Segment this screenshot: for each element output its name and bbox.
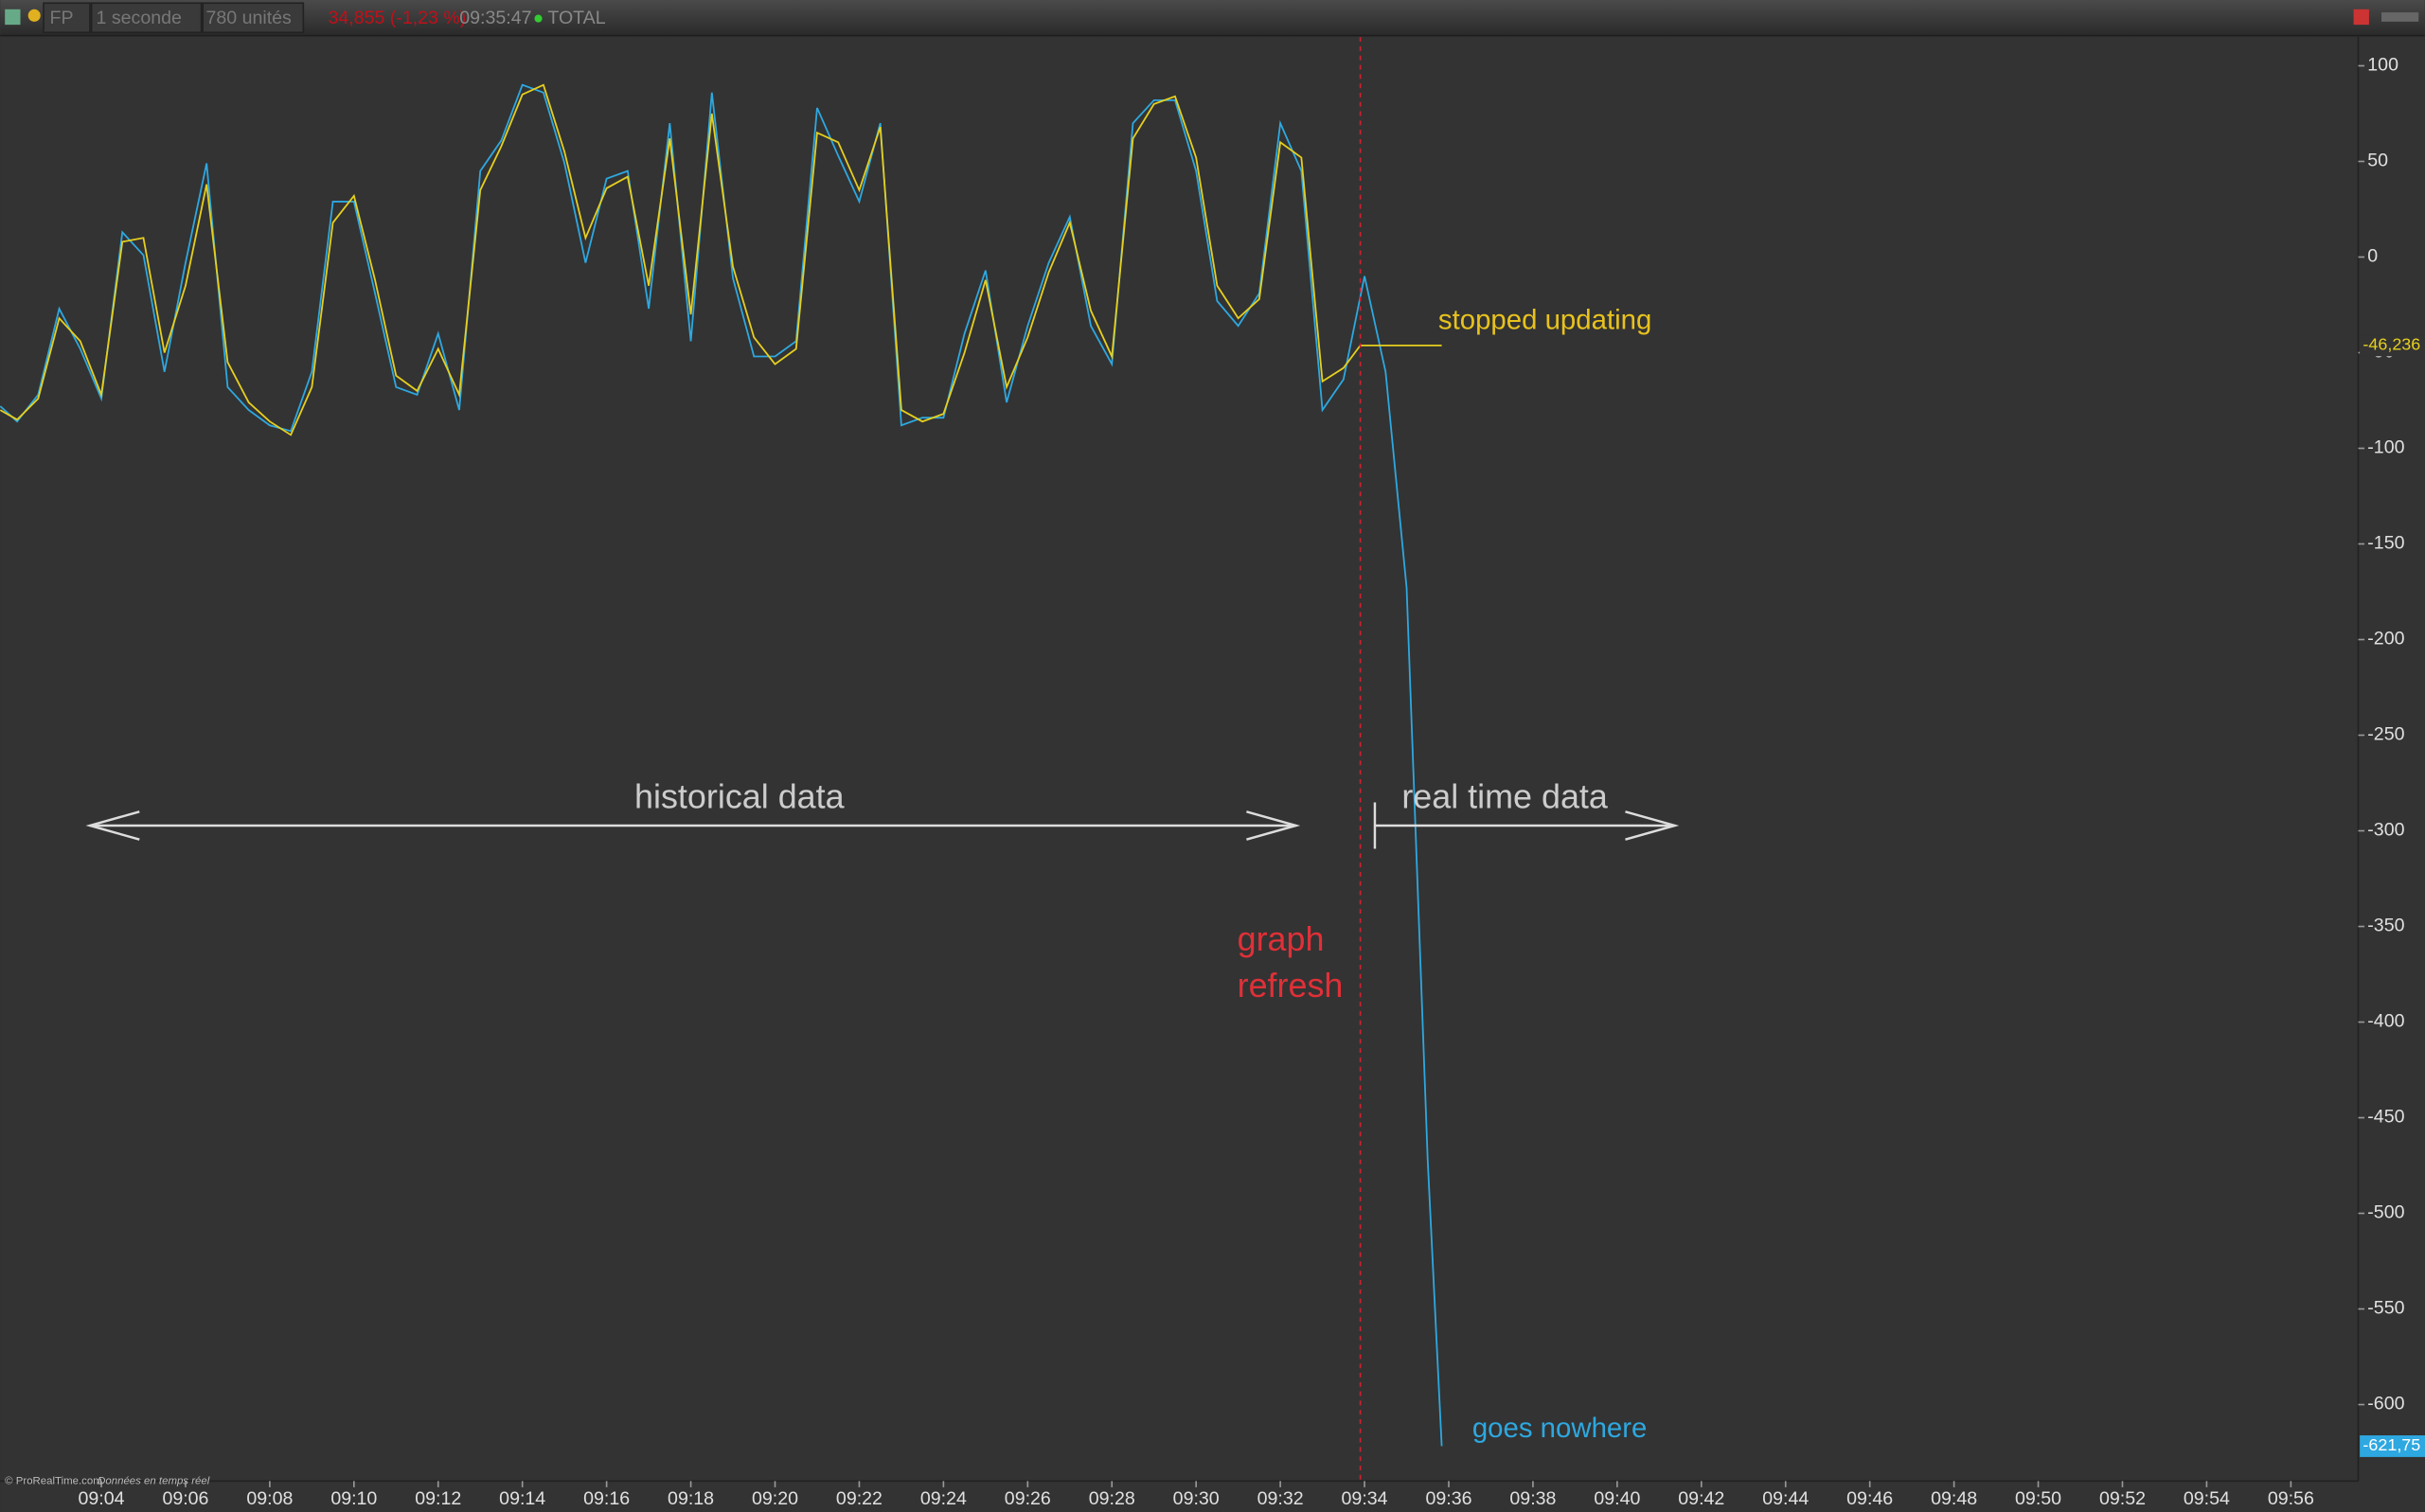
x-tick-label: 09:10 — [330, 1488, 377, 1509]
x-tick-label: 09:48 — [1931, 1488, 1977, 1509]
x-tick-label: 09:14 — [499, 1488, 545, 1509]
y-tick-label: 0 — [2367, 246, 2378, 267]
y-tick-label: -400 — [2367, 1011, 2404, 1032]
icon[interactable] — [2353, 9, 2369, 26]
y-tick-label: -250 — [2367, 724, 2404, 745]
dropdown[interactable] — [90, 2, 203, 34]
y-tick-label: -500 — [2367, 1202, 2404, 1223]
x-tick-label: 09:30 — [1173, 1488, 1220, 1509]
quote: 34,855 (-1,23 %) — [328, 8, 466, 28]
last-value-label: -46,236 — [2363, 335, 2420, 354]
x-tick-label: 09:52 — [2099, 1488, 2146, 1509]
time: 09:35:47 — [459, 8, 531, 28]
x-tick-label: 09:12 — [415, 1488, 461, 1509]
dropdown[interactable] — [202, 2, 305, 34]
instrument[interactable]: FP — [50, 8, 74, 28]
copyright: © ProRealTime.com — [5, 1475, 102, 1486]
x-tick-label: 09:20 — [752, 1488, 798, 1509]
plot: 100500-50-100-150-200-250-300-350-400-45… — [0, 37, 2425, 1509]
toolbar — [0, 0, 2425, 36]
x-tick-label: 09:54 — [2184, 1488, 2230, 1509]
y-tick-label: -200 — [2367, 629, 2404, 649]
annotation: refresh — [1238, 966, 1344, 1005]
last-value-tag — [2360, 1435, 2425, 1457]
x-tick-label: 09:40 — [1594, 1488, 1640, 1509]
y-tick-label: -600 — [2367, 1394, 2404, 1414]
y-tick-label: -350 — [2367, 916, 2404, 936]
x-tick-label: 09:42 — [1678, 1488, 1724, 1509]
interval[interactable]: 1 seconde — [97, 8, 182, 28]
y-tick-label: -150 — [2367, 533, 2404, 554]
scope: TOTAL — [547, 8, 605, 28]
units[interactable]: 780 unités — [205, 8, 292, 28]
x-tick-label: 09:56 — [2268, 1488, 2314, 1509]
annotation: real time data — [1401, 777, 1608, 816]
annotation: stopped updating — [1438, 304, 1651, 335]
x-tick-label: 09:44 — [1762, 1488, 1809, 1509]
x-tick-label: 09:22 — [836, 1488, 883, 1509]
y-tick-label: -100 — [2367, 437, 2404, 458]
x-tick-label: 09:50 — [2015, 1488, 2061, 1509]
last-value-tag — [2360, 334, 2425, 357]
realtime-arrow — [1373, 802, 1680, 849]
series-line — [0, 83, 1442, 436]
x-tick-label: 09:18 — [668, 1488, 714, 1509]
window-controls[interactable] — [2380, 12, 2419, 22]
y-tick-label: -550 — [2367, 1298, 2404, 1319]
y-tick-label: -450 — [2367, 1107, 2404, 1128]
annotation: graph — [1238, 919, 1325, 958]
x-tick-label: 09:32 — [1257, 1488, 1304, 1509]
x-tick-label: 09:38 — [1509, 1488, 1556, 1509]
x-tick-label: 09:28 — [1089, 1488, 1135, 1509]
annotation: historical data — [634, 777, 845, 816]
historical-arrow — [85, 810, 1301, 841]
x-tick-label: 09:16 — [583, 1488, 630, 1509]
x-tick-label: 09:26 — [1005, 1488, 1051, 1509]
x-tick-label: 09:04 — [79, 1488, 125, 1509]
last-value-label: -621,75 — [2363, 1435, 2420, 1454]
dropdown[interactable] — [43, 2, 91, 34]
x-tick-label: 09:34 — [1342, 1488, 1388, 1509]
footer-note: Données en temps réel — [98, 1475, 210, 1486]
x-tick-label: 09:08 — [246, 1488, 293, 1509]
icon[interactable] — [5, 9, 21, 26]
x-tick-label: 09:36 — [1425, 1488, 1471, 1509]
x-tick-label: 09:24 — [920, 1488, 967, 1509]
x-tick-label: 09:06 — [162, 1488, 208, 1509]
y-tick-label: 50 — [2367, 151, 2388, 171]
x-tick-label: 09:46 — [1846, 1488, 1893, 1509]
annotation: goes nowhere — [1472, 1413, 1648, 1444]
icon[interactable] — [27, 9, 41, 22]
status-dot — [534, 14, 543, 23]
y-tick-label: -300 — [2367, 820, 2404, 841]
y-tick-label: 100 — [2367, 55, 2398, 76]
